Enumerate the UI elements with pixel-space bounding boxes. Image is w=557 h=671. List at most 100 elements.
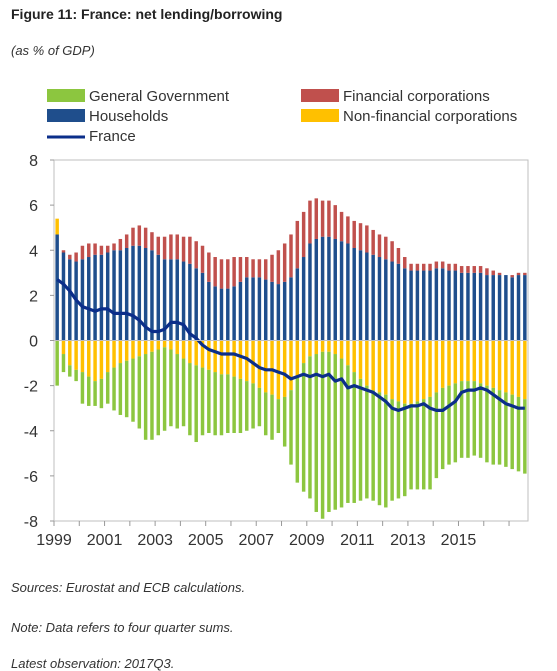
bar-general-government	[276, 399, 281, 434]
bar-financial-corporations	[346, 216, 350, 244]
bar-general-government	[523, 399, 527, 474]
bar-non-financial-corporations	[162, 340, 167, 348]
bar-financial-corporations	[466, 266, 470, 273]
bar-households	[497, 275, 502, 341]
bar-households	[124, 247, 129, 341]
bar-financial-corporations	[339, 211, 344, 242]
bar-general-government	[251, 383, 255, 429]
bar-non-financial-corporations	[358, 340, 363, 379]
legend-label: General Government	[89, 88, 230, 105]
bar-financial-corporations	[263, 259, 268, 280]
bar-general-government	[440, 387, 445, 470]
bar-non-financial-corporations	[415, 340, 420, 402]
bar-non-financial-corporations	[308, 340, 312, 357]
bar-general-government	[194, 365, 198, 443]
line-france	[56, 278, 525, 412]
bar-financial-corporations	[421, 263, 426, 271]
bar-households	[55, 234, 59, 341]
bar-non-financial-corporations	[497, 340, 502, 391]
bar-financial-corporations	[377, 234, 382, 258]
bar-general-government	[131, 358, 135, 422]
bar-non-financial-corporations	[333, 340, 337, 355]
bar-non-financial-corporations	[459, 340, 464, 382]
bar-general-government	[80, 372, 85, 404]
bar-households	[301, 257, 306, 341]
bar-general-government	[181, 358, 186, 427]
bar-households	[346, 243, 350, 341]
bar-households	[390, 261, 394, 341]
bar-general-government	[339, 358, 344, 508]
bar-households	[327, 236, 331, 341]
bar-households	[320, 236, 325, 341]
bar-general-government	[238, 378, 243, 434]
bar-non-financial-corporations	[510, 340, 514, 395]
bar-non-financial-corporations	[327, 340, 331, 352]
bar-households	[68, 259, 72, 341]
bar-households	[440, 268, 445, 341]
bar-non-financial-corporations	[207, 340, 211, 370]
bar-general-government	[188, 363, 192, 436]
bar-non-financial-corporations	[314, 340, 319, 355]
bar-households	[491, 275, 495, 341]
bar-general-government	[365, 385, 369, 499]
bar-non-financial-corporations	[245, 340, 249, 382]
bar-non-financial-corporations	[403, 340, 407, 404]
bar-non-financial-corporations	[453, 340, 458, 384]
bar-non-financial-corporations	[181, 340, 186, 359]
bar-non-financial-corporations	[124, 340, 129, 361]
bar-financial-corporations	[409, 263, 413, 271]
bar-financial-corporations	[459, 266, 464, 273]
bar-non-financial-corporations	[226, 340, 230, 375]
bar-households	[466, 272, 470, 341]
bar-general-government	[150, 351, 154, 440]
bar-financial-corporations	[434, 261, 439, 269]
bar-financial-corporations	[352, 220, 356, 248]
bar-households	[485, 275, 489, 341]
bar-households	[188, 263, 192, 341]
bar-financial-corporations	[74, 252, 78, 262]
bar-households	[352, 247, 356, 341]
bar-general-government	[384, 394, 388, 508]
y-tick-label: -4	[24, 424, 38, 441]
bar-financial-corporations	[207, 252, 211, 282]
bar-non-financial-corporations	[137, 340, 142, 357]
bar-households	[421, 270, 426, 341]
y-tick-label: 0	[29, 334, 38, 351]
bar-non-financial-corporations	[143, 340, 148, 355]
bar-general-government	[87, 376, 91, 406]
bar-general-government	[156, 349, 161, 436]
bar-non-financial-corporations	[428, 340, 432, 397]
y-tick-label: -2	[24, 379, 38, 396]
bar-households	[181, 261, 186, 341]
bar-financial-corporations	[320, 200, 325, 237]
bar-households	[282, 281, 287, 341]
bar-households	[162, 259, 167, 341]
bar-households	[478, 272, 483, 341]
bar-non-financial-corporations	[485, 340, 489, 386]
bar-non-financial-corporations	[320, 340, 325, 352]
bar-general-government	[434, 392, 439, 479]
x-tick-label: 2013	[390, 532, 426, 549]
bar-financial-corporations	[276, 250, 281, 285]
bar-non-financial-corporations	[99, 340, 104, 379]
bar-households	[434, 268, 439, 341]
bar-financial-corporations	[143, 227, 148, 248]
x-tick-label: 2015	[441, 532, 477, 549]
bar-financial-corporations	[169, 234, 173, 260]
x-tick-label: 2007	[238, 532, 274, 549]
bar-households	[289, 277, 293, 341]
x-tick-label: 2001	[87, 532, 123, 549]
bar-financial-corporations	[358, 223, 363, 251]
bar-general-government	[320, 351, 325, 519]
bar-households	[377, 257, 382, 341]
bar-households	[80, 259, 85, 341]
bar-financial-corporations	[289, 234, 293, 278]
bar-non-financial-corporations	[156, 340, 161, 350]
bar-general-government	[352, 372, 356, 503]
bar-general-government	[390, 399, 394, 501]
bar-financial-corporations	[175, 234, 179, 260]
y-tick-label: 6	[29, 198, 38, 215]
bar-non-financial-corporations	[213, 340, 217, 373]
legend-swatch-general-government	[47, 89, 85, 102]
bar-financial-corporations	[245, 257, 249, 278]
